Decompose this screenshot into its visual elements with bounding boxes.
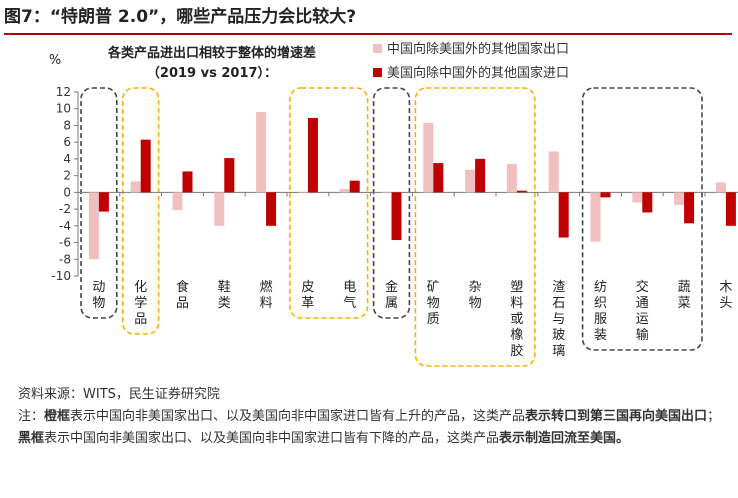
y-tick-label: 10 — [56, 102, 71, 116]
bar-china-export — [548, 151, 559, 193]
bar-china-export — [130, 181, 141, 193]
bar-china-export — [256, 112, 267, 193]
y-tick-label: -2 — [59, 202, 71, 216]
bar-us-import — [224, 158, 235, 193]
bar-china-export — [297, 192, 308, 193]
bar-us-import — [433, 163, 444, 193]
y-tick-label: -4 — [59, 219, 71, 233]
footnote: 注：橙框表示中国向非美国家出口、以及美国向非中国家进口皆有上升的产品，这类产品表… — [18, 409, 720, 446]
title-rule — [4, 33, 732, 35]
y-tick-label: -6 — [59, 236, 71, 250]
x-category-label: 纺织服装 — [594, 280, 607, 343]
x-category-label: 食品 — [176, 279, 189, 311]
bar-us-import — [140, 139, 151, 193]
x-category-label: 塑料或橡胶 — [510, 280, 523, 359]
footnote-text: 表示中国向非美国家出口、以及美国向非中国家进口皆有下降的产品，这类产品 — [44, 431, 500, 446]
bar-us-import — [182, 171, 193, 193]
bar-china-export — [715, 182, 726, 193]
y-axis-unit: % — [49, 53, 61, 68]
y-tick-label: -10 — [51, 269, 71, 283]
bar-us-import — [349, 180, 360, 193]
bar-us-import — [307, 117, 318, 193]
x-category-label: 蔬菜 — [678, 280, 691, 311]
x-category-label: 鞋类 — [218, 279, 231, 311]
x-category-label: 电气 — [343, 280, 356, 311]
x-category-label: 木头 — [719, 280, 732, 311]
x-category-label: 矿物质 — [427, 280, 440, 327]
y-tick-label: 2 — [63, 169, 71, 183]
bar-us-import — [516, 190, 527, 193]
y-tick-label: -8 — [59, 252, 71, 266]
bar-us-import — [98, 192, 109, 212]
footnote-emphasis: 表示转口到第三国再向美国出口 — [525, 409, 708, 424]
y-tick-label: 8 — [63, 118, 71, 132]
bar-china-export — [172, 192, 183, 210]
bar-us-import — [475, 158, 486, 193]
x-category-label: 金属 — [385, 279, 398, 311]
bar-us-import — [558, 192, 569, 238]
y-tick-label: 12 — [56, 85, 71, 99]
bar-us-import — [600, 192, 611, 198]
figure-title: 图7：“特朗普 2.0”，哪些产品压力会比较大? — [4, 7, 357, 27]
footnote-emphasis: 黑框 — [18, 431, 45, 446]
x-category-label: 燃料 — [260, 279, 273, 311]
bar-china-export — [423, 122, 434, 193]
bar-china-export — [465, 169, 476, 193]
orange-group-box — [414, 87, 536, 367]
orange-group-box — [289, 87, 369, 319]
bar-china-export — [339, 189, 350, 193]
footnote-text: ； — [707, 409, 721, 424]
bar-china-export — [381, 192, 392, 193]
bar-us-import — [642, 192, 653, 213]
legend-swatch-us-import — [373, 68, 382, 77]
x-category-label: 动物 — [92, 280, 105, 311]
bar-chart: 各类产品进出口相较于整体的增速差 （2019 vs 2017）： % 中国向除美… — [49, 41, 738, 367]
bar-us-import — [725, 192, 736, 226]
x-category-label: 化学品 — [134, 280, 147, 327]
x-category-label: 皮革 — [301, 280, 314, 311]
bar-us-import — [391, 192, 402, 241]
chart-title-line2: （2019 vs 2017）： — [147, 65, 277, 81]
legend-swatch-china-export — [373, 44, 382, 53]
bars — [88, 112, 736, 260]
footer: 资料来源：WITS，民生证券研究院 注：橙框表示中国向非美国家出口、以及美国向非… — [18, 384, 730, 450]
source-note: 资料来源：WITS，民生证券研究院 — [18, 387, 220, 402]
y-tick-label: 0 — [63, 185, 71, 199]
black-group-box — [581, 87, 703, 351]
group-boxes — [80, 87, 703, 367]
bar-china-export — [88, 192, 99, 260]
legend-label-us-import: 美国向除中国外的其他国家进口 — [387, 65, 569, 81]
footnote-emphasis: 橙框 — [44, 409, 71, 424]
bar-china-export — [214, 192, 225, 226]
x-category-label: 交通运输 — [636, 279, 649, 343]
y-tick-label: 4 — [63, 152, 71, 166]
footnote-text: 注： — [18, 409, 45, 424]
x-category-label: 渣石与玻璃 — [552, 280, 565, 359]
legend-label-china-export: 中国向除美国外的其他国家出口 — [387, 41, 569, 57]
y-axis: -10 -8 -6 -4 -2 0 2 4 6 8 10 12 — [51, 85, 738, 283]
bar-us-import — [266, 192, 277, 226]
footnote-text: 表示中国向非美国家出口、以及美国向非中国家进口皆有上升的产品，这类产品 — [70, 409, 526, 424]
bar-china-export — [506, 163, 517, 193]
legend: 中国向除美国外的其他国家出口 美国向除中国外的其他国家进口 — [373, 41, 569, 81]
y-tick-label: 6 — [63, 135, 71, 149]
bar-china-export — [590, 192, 601, 242]
bar-china-export — [674, 192, 685, 205]
footnote-emphasis: 表示制造回流至美国。 — [499, 431, 630, 446]
bar-china-export — [632, 192, 643, 203]
x-category-label: 杂物 — [469, 280, 482, 311]
chart-title-line1: 各类产品进出口相较于整体的增速差 — [107, 45, 316, 61]
bar-us-import — [684, 192, 695, 224]
